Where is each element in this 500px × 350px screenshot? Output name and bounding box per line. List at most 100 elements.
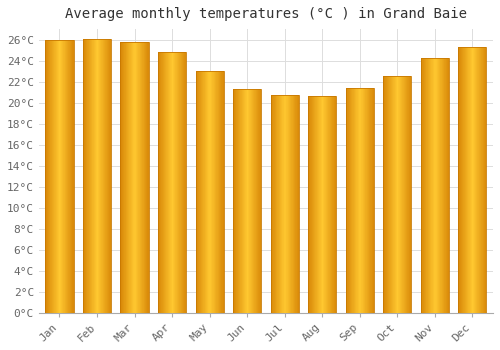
Bar <box>439 58 440 313</box>
Bar <box>275 95 276 313</box>
Bar <box>205 71 206 313</box>
Bar <box>161 52 162 313</box>
Bar <box>468 47 469 313</box>
Bar <box>212 71 213 313</box>
Bar <box>330 96 332 313</box>
Bar <box>397 76 398 313</box>
Bar <box>308 96 336 313</box>
Bar <box>361 88 362 313</box>
Bar <box>365 88 366 313</box>
Bar <box>484 47 485 313</box>
Bar <box>384 76 385 313</box>
Bar <box>47 40 48 313</box>
Bar <box>60 40 61 313</box>
Bar <box>158 52 186 313</box>
Bar <box>393 76 394 313</box>
Bar <box>172 52 173 313</box>
Bar <box>369 88 370 313</box>
Bar <box>256 89 258 313</box>
Bar <box>121 42 122 313</box>
Bar <box>292 95 293 313</box>
Bar <box>428 58 429 313</box>
Bar <box>465 47 466 313</box>
Bar <box>46 40 47 313</box>
Bar <box>181 52 182 313</box>
Bar <box>276 95 277 313</box>
Bar <box>243 89 244 313</box>
Bar <box>407 76 408 313</box>
Bar <box>282 95 283 313</box>
Bar <box>131 42 132 313</box>
Bar <box>103 38 104 313</box>
Bar <box>357 88 358 313</box>
Bar <box>166 52 167 313</box>
Bar <box>448 58 449 313</box>
Bar <box>441 58 442 313</box>
Bar <box>284 95 286 313</box>
Bar <box>371 88 372 313</box>
Bar <box>210 71 212 313</box>
Bar <box>201 71 202 313</box>
Bar <box>259 89 260 313</box>
Bar <box>120 42 148 313</box>
Bar <box>406 76 407 313</box>
Bar <box>104 38 105 313</box>
Bar <box>460 47 461 313</box>
Bar <box>100 38 101 313</box>
Bar <box>83 38 111 313</box>
Bar <box>221 71 222 313</box>
Bar <box>348 88 349 313</box>
Bar <box>430 58 431 313</box>
Bar <box>216 71 217 313</box>
Bar <box>436 58 437 313</box>
Bar <box>323 96 324 313</box>
Bar <box>317 96 318 313</box>
Bar <box>213 71 214 313</box>
Bar <box>246 89 247 313</box>
Bar <box>293 95 294 313</box>
Bar <box>57 40 58 313</box>
Bar <box>65 40 66 313</box>
Bar <box>99 38 100 313</box>
Bar <box>270 95 271 313</box>
Bar <box>368 88 369 313</box>
Bar <box>92 38 93 313</box>
Bar <box>168 52 170 313</box>
Bar <box>177 52 178 313</box>
Bar <box>197 71 198 313</box>
Bar <box>145 42 146 313</box>
Bar <box>356 88 357 313</box>
Bar <box>52 40 54 313</box>
Bar <box>400 76 402 313</box>
Bar <box>127 42 128 313</box>
Bar <box>440 58 441 313</box>
Bar <box>349 88 350 313</box>
Title: Average monthly temperatures (°C ) in Grand Baie: Average monthly temperatures (°C ) in Gr… <box>65 7 467 21</box>
Bar <box>173 52 174 313</box>
Bar <box>59 40 60 313</box>
Bar <box>251 89 252 313</box>
Bar <box>370 88 371 313</box>
Bar <box>297 95 298 313</box>
Bar <box>109 38 110 313</box>
Bar <box>278 95 279 313</box>
Bar <box>477 47 478 313</box>
Bar <box>196 71 224 313</box>
Bar <box>218 71 219 313</box>
Bar <box>241 89 242 313</box>
Bar <box>214 71 215 313</box>
Bar <box>101 38 102 313</box>
Bar <box>49 40 50 313</box>
Bar <box>58 40 59 313</box>
Bar <box>329 96 330 313</box>
Bar <box>56 40 57 313</box>
Bar <box>86 38 87 313</box>
Bar <box>438 58 439 313</box>
Bar <box>90 38 91 313</box>
Bar <box>383 76 384 313</box>
Bar <box>237 89 238 313</box>
Bar <box>399 76 400 313</box>
Bar <box>147 42 148 313</box>
Bar <box>204 71 205 313</box>
Bar <box>185 52 186 313</box>
